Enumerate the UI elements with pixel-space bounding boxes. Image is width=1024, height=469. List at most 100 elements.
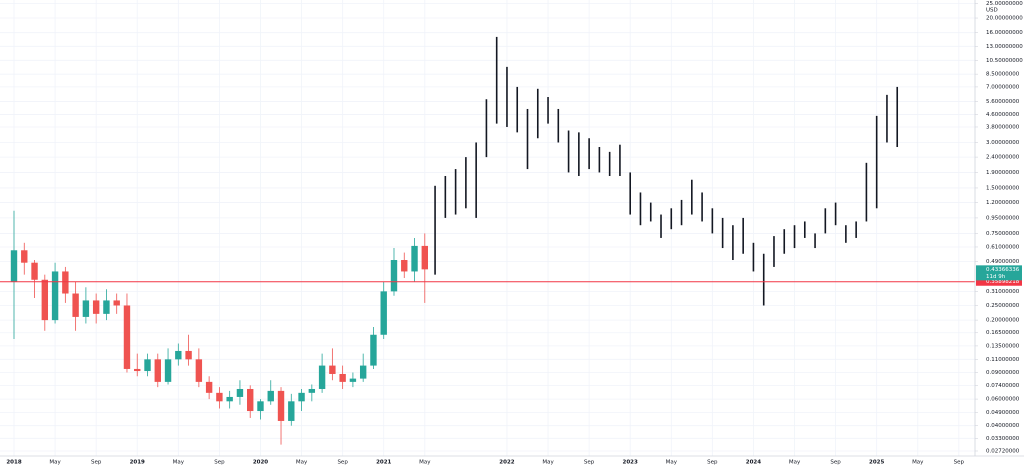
projection-bar bbox=[454, 169, 457, 215]
candle-body bbox=[113, 300, 120, 306]
candle-body bbox=[277, 390, 285, 421]
last-price-label: 0.43366336 bbox=[986, 267, 1020, 273]
candle-body bbox=[205, 381, 213, 393]
axis-unit: USD bbox=[986, 8, 998, 14]
candle-body bbox=[21, 250, 28, 263]
x-tick-label: 2021 bbox=[376, 460, 391, 466]
y-tick-label: 0.95000000 bbox=[986, 215, 1020, 221]
projection-bar bbox=[875, 115, 878, 209]
y-tick-label: 20.00000000 bbox=[986, 16, 1023, 22]
y-tick-label: 10.50000000 bbox=[986, 58, 1023, 64]
last-price-box bbox=[976, 265, 1022, 281]
projection-bar bbox=[567, 130, 570, 173]
y-tick-label: 0.20000000 bbox=[986, 318, 1020, 324]
y-tick-label: 0.16500000 bbox=[986, 330, 1020, 336]
candle-body bbox=[123, 305, 131, 369]
projection-bar bbox=[680, 199, 683, 226]
projection-bar bbox=[475, 142, 477, 218]
candle-body bbox=[195, 359, 203, 382]
countdown-label: 11d 9h bbox=[986, 274, 1006, 280]
y-tick-label: 2.40000000 bbox=[986, 155, 1020, 161]
projection-bar bbox=[536, 88, 539, 139]
projection-bar bbox=[814, 233, 816, 249]
projection-bar bbox=[834, 202, 837, 226]
candle-body bbox=[288, 401, 295, 421]
candle-body bbox=[31, 262, 38, 280]
candle-body bbox=[72, 293, 79, 317]
y-tick-label: 13.00000000 bbox=[986, 44, 1023, 50]
candle-body bbox=[41, 279, 49, 321]
x-tick-label: Sep bbox=[337, 460, 348, 466]
projection-bar bbox=[506, 66, 508, 127]
x-tick-label: Sep bbox=[830, 460, 841, 466]
x-tick-label: 2022 bbox=[499, 460, 514, 466]
x-tick-label: Sep bbox=[707, 460, 718, 466]
y-tick-label: 5.60000000 bbox=[986, 99, 1020, 105]
projection-bar bbox=[886, 94, 888, 143]
projection-bar bbox=[865, 162, 868, 222]
y-tick-label: 0.25000000 bbox=[986, 303, 1020, 309]
projection-bar bbox=[793, 225, 796, 249]
projection-bar bbox=[516, 86, 519, 133]
candle-body bbox=[10, 250, 18, 282]
x-tick-label: May bbox=[296, 460, 308, 466]
candle-body bbox=[82, 300, 90, 317]
x-tick-label: May bbox=[173, 460, 185, 466]
candle-body bbox=[298, 392, 305, 402]
y-tick-label: 1.90000000 bbox=[986, 170, 1020, 176]
projection-bar bbox=[660, 214, 662, 238]
price-axis: 25.00000000 20.00000000 16.00000000 13.0000… bbox=[975, 1, 1023, 454]
projection-bar bbox=[434, 185, 436, 275]
projection-bar bbox=[691, 179, 693, 215]
y-tick-label: 25.00000000 bbox=[986, 1, 1023, 7]
candle-body bbox=[267, 390, 274, 402]
y-tick-label: 0.09000000 bbox=[986, 370, 1020, 376]
projection-bar bbox=[557, 108, 560, 143]
y-tick-label: 0.11000000 bbox=[986, 357, 1020, 363]
x-tick-label: Sep bbox=[214, 460, 225, 466]
projection-bar bbox=[742, 217, 744, 254]
projection-bar bbox=[732, 225, 734, 261]
x-tick-label: May bbox=[542, 460, 554, 466]
candle-body bbox=[164, 359, 172, 382]
x-tick-label: May bbox=[49, 460, 61, 466]
plot-area bbox=[0, 36, 975, 445]
projection-bar bbox=[803, 221, 806, 238]
x-tick-label: 2025 bbox=[869, 460, 884, 466]
projection-bar bbox=[495, 36, 498, 124]
candle-body bbox=[329, 365, 336, 374]
projection-bar bbox=[639, 192, 642, 226]
projection-bar bbox=[783, 229, 786, 254]
candle-body bbox=[257, 401, 264, 412]
y-tick-label: 0.61000000 bbox=[986, 244, 1020, 250]
y-tick-label: 0.31000000 bbox=[986, 289, 1020, 295]
x-tick-label: May bbox=[912, 460, 924, 466]
y-tick-label: 4.60000000 bbox=[986, 112, 1020, 118]
projection-bar bbox=[649, 202, 652, 222]
horizontal-line-label-box bbox=[976, 277, 1022, 286]
projection-bar bbox=[721, 217, 724, 249]
candle-body bbox=[359, 365, 367, 379]
horizontal-line-label: 0.35898218 bbox=[986, 279, 1020, 285]
projection-bar bbox=[773, 236, 775, 267]
x-tick-label: Sep bbox=[584, 460, 595, 466]
projection-bar bbox=[896, 86, 899, 148]
projection-bar bbox=[711, 208, 714, 234]
projection-bar bbox=[598, 147, 601, 173]
candle-body bbox=[216, 392, 223, 402]
projection-bar bbox=[701, 192, 703, 222]
candle-body bbox=[339, 373, 346, 382]
x-tick-label: May bbox=[789, 460, 801, 466]
x-tick-label: May bbox=[666, 460, 678, 466]
candle-body bbox=[92, 300, 100, 314]
projection-bar bbox=[608, 151, 611, 176]
projection-bar bbox=[465, 157, 467, 209]
projection-bar bbox=[485, 99, 488, 158]
projection-bar bbox=[619, 144, 621, 176]
candle-body bbox=[421, 245, 428, 270]
y-tick-label: 0.07400000 bbox=[986, 383, 1020, 389]
y-tick-label: 0.75000000 bbox=[986, 231, 1020, 237]
candle-body bbox=[175, 350, 182, 360]
